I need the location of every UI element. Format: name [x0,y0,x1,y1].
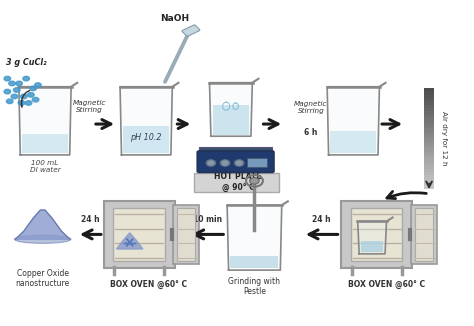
Text: pH 10.2: pH 10.2 [130,133,162,141]
Bar [424,128,434,132]
Text: 24 h: 24 h [312,215,331,224]
Ellipse shape [14,235,71,243]
Text: BOX OVEN @60° C: BOX OVEN @60° C [347,280,425,289]
Circle shape [27,93,34,97]
Circle shape [32,97,39,102]
Circle shape [20,94,27,99]
Bar [424,125,434,128]
Bar [424,142,434,145]
Bar [424,91,434,95]
Text: BOX OVEN @60° C: BOX OVEN @60° C [110,280,187,289]
FancyBboxPatch shape [194,173,279,192]
Polygon shape [227,205,282,270]
Bar [424,101,434,105]
Text: 100 mL
DI water: 100 mL DI water [29,160,60,173]
Circle shape [237,161,242,165]
Bar [424,155,434,159]
Text: NaOH: NaOH [160,14,189,23]
Bar [424,148,434,152]
Bar [424,105,434,109]
Polygon shape [120,87,173,155]
Bar [424,88,434,92]
Bar [22,134,68,153]
Circle shape [4,76,10,81]
Bar [415,208,433,261]
Polygon shape [327,87,379,155]
FancyBboxPatch shape [182,25,200,36]
Circle shape [208,161,214,165]
Circle shape [222,161,228,165]
Polygon shape [358,221,386,254]
Circle shape [9,81,15,86]
Polygon shape [117,233,143,249]
Circle shape [18,101,25,105]
Bar [213,105,249,135]
Bar [424,185,434,189]
Text: 10 min: 10 min [193,215,222,224]
Bar [424,132,434,135]
Circle shape [13,88,20,92]
Circle shape [16,81,22,86]
Circle shape [7,99,13,104]
Bar [424,111,434,115]
Text: Copper Oxide
nanostructure: Copper Oxide nanostructure [16,269,70,288]
FancyBboxPatch shape [104,201,174,268]
Circle shape [35,83,41,87]
Bar [424,172,434,176]
Bar [424,162,434,166]
Polygon shape [15,210,70,239]
Text: Air dry for 12 h: Air dry for 12 h [441,111,447,166]
Circle shape [23,76,29,81]
Bar [424,179,434,182]
Bar [351,208,402,261]
Circle shape [206,160,216,166]
Bar [123,126,169,153]
Bar [173,205,199,264]
Circle shape [250,178,259,184]
Bar [424,169,434,172]
Bar [330,131,376,153]
Bar [411,205,437,264]
Circle shape [25,101,32,105]
Text: Grinding with
Pestle: Grinding with Pestle [228,277,281,296]
Bar [230,256,278,269]
Bar [424,152,434,156]
Text: 6 h: 6 h [304,128,318,137]
Bar [424,95,434,98]
Bar [424,115,434,119]
Bar [177,208,195,261]
Bar [424,182,434,185]
Bar [424,165,434,169]
Bar [424,135,434,139]
Circle shape [220,160,230,166]
Circle shape [4,89,10,94]
FancyBboxPatch shape [197,151,274,172]
FancyBboxPatch shape [246,158,267,167]
FancyBboxPatch shape [341,201,412,268]
Bar [424,108,434,112]
Text: Magnetic
Stirring: Magnetic Stirring [294,101,328,114]
Circle shape [235,160,244,166]
Polygon shape [210,83,252,136]
Bar [361,241,383,252]
Text: 24 h: 24 h [81,215,100,224]
Text: 3 g CuCl₂: 3 g CuCl₂ [6,58,46,67]
Bar [424,98,434,102]
Bar [424,118,434,122]
Circle shape [11,94,18,99]
Text: Magnetic
Stirring: Magnetic Stirring [73,99,106,113]
Circle shape [30,86,36,91]
Bar [424,145,434,149]
FancyBboxPatch shape [199,147,272,153]
Bar [424,158,434,162]
Bar [424,138,434,142]
Bar [113,208,165,261]
Polygon shape [19,87,71,155]
Bar [424,122,434,125]
Text: HOT PLATE
@ 90° C: HOT PLATE @ 90° C [214,172,262,192]
Bar [424,175,434,179]
